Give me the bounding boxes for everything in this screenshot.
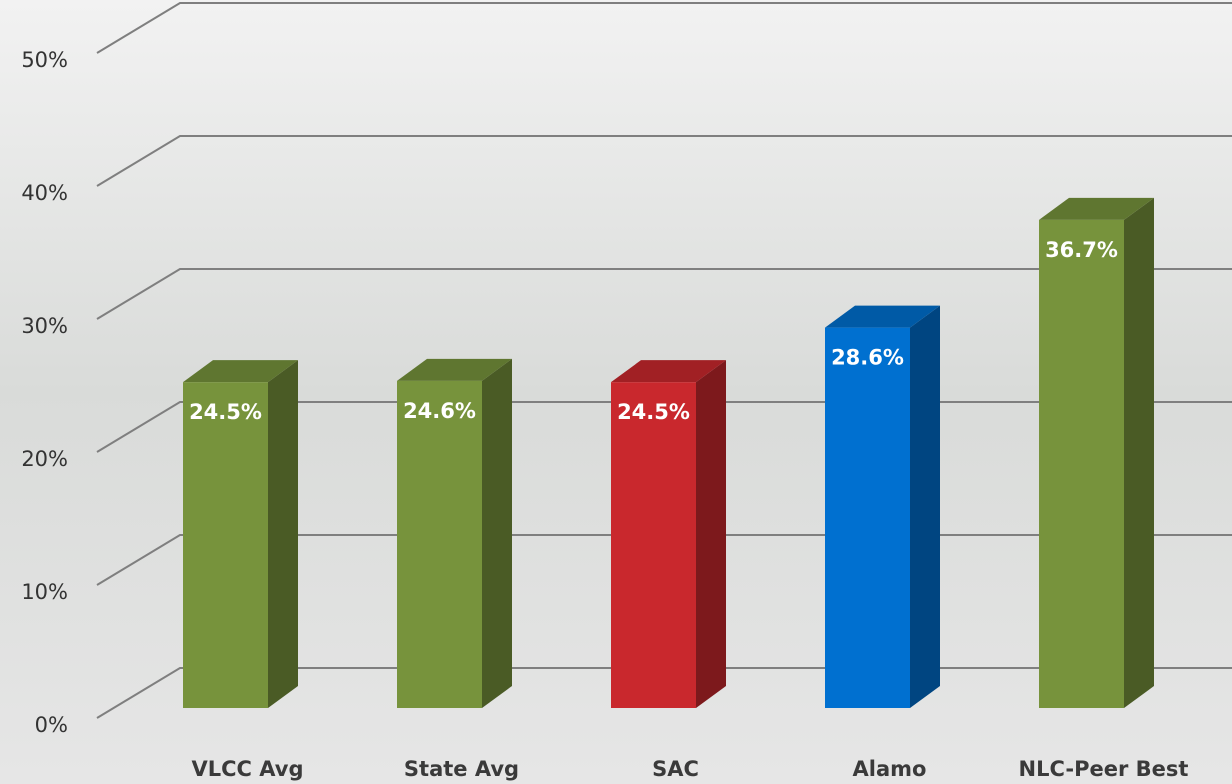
y-tick-label: 40% [21,181,68,205]
bar-side [482,358,512,708]
y-tick-label: 30% [21,314,68,338]
bar-side [1124,197,1154,708]
bar [183,382,268,708]
x-tick-label: VLCC Avg [192,757,304,781]
grid-line [96,135,1232,187]
x-tick-label: State Avg [404,757,519,781]
y-tick-label: 50% [21,48,68,72]
bar-top [825,305,940,328]
y-tick-label: 0% [35,713,68,737]
bar-side [268,360,298,708]
bar-side [696,360,726,708]
bar [1039,219,1124,708]
value-label: 24.5% [617,400,690,424]
value-label: 28.6% [831,346,904,370]
bar-top [1039,197,1154,220]
value-label: 24.5% [189,400,262,424]
x-tick-label: Alamo [853,757,927,781]
y-tick-label: 20% [21,447,68,471]
value-label: 24.6% [403,399,476,423]
y-tick-label: 10% [21,580,68,604]
bar [397,380,482,708]
x-tick-label: NLC-Peer Best [1019,757,1189,781]
bar-top [611,360,726,383]
bar-top [183,360,298,383]
grid-line [96,2,1232,54]
bar [611,382,696,708]
grid-line [96,268,1232,320]
value-label: 36.7% [1045,238,1118,262]
bar-side [910,305,940,708]
bar-top [397,358,512,381]
bar [825,327,910,708]
x-tick-label: SAC [652,757,699,781]
